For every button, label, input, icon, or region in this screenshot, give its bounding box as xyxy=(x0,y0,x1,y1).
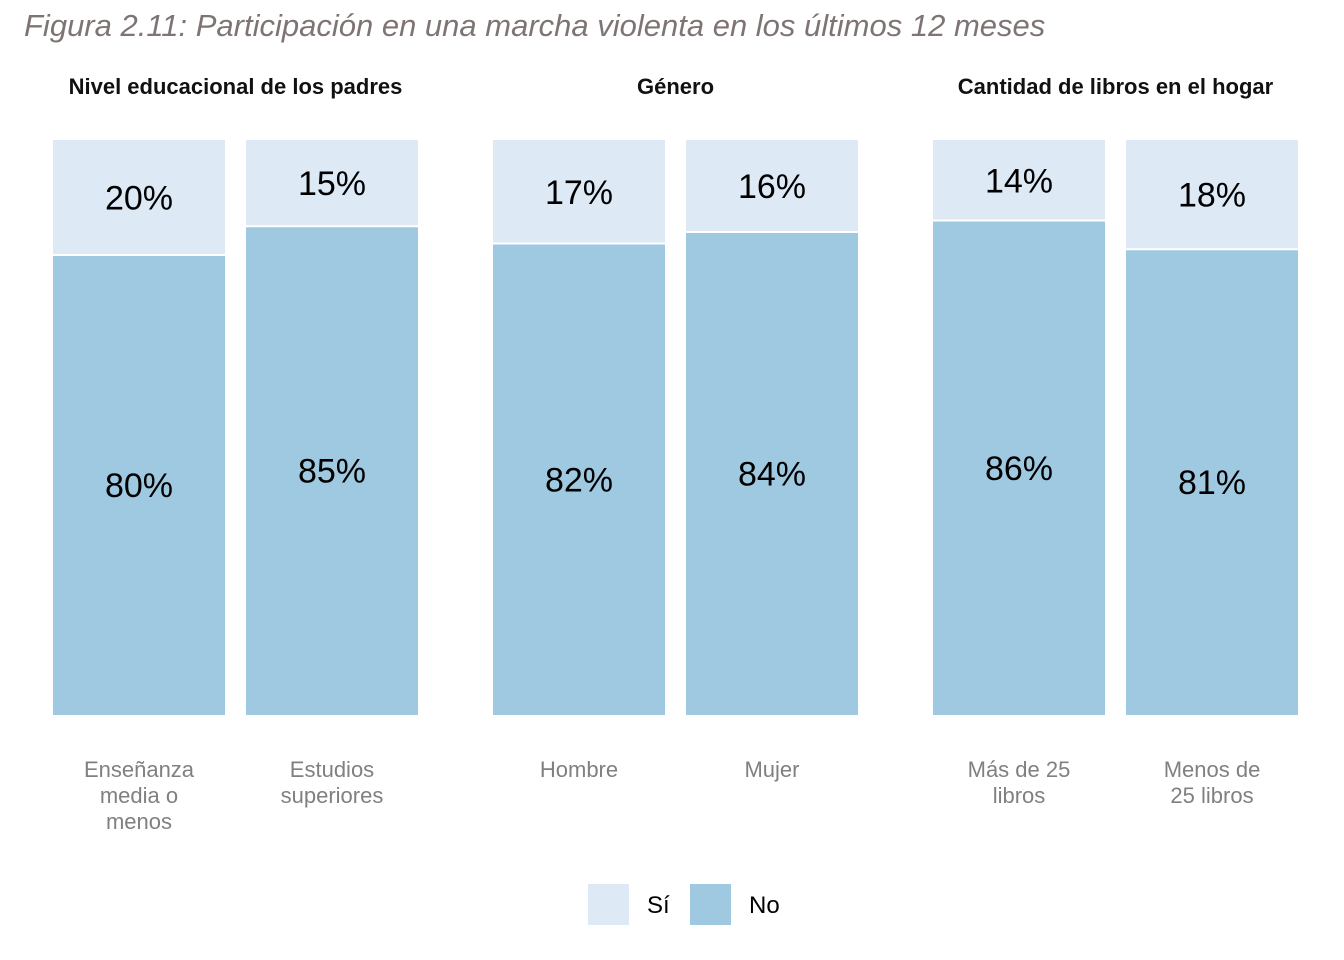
bar-si-estudios-superiores xyxy=(246,140,418,227)
data-label-no-mujer: 84% xyxy=(738,456,806,494)
bar-no-menos-de-25-libros xyxy=(1126,249,1298,715)
bar-no-m-s-de-25-libros xyxy=(933,220,1105,715)
category-label-ense-anza-media-o-menos: Enseñanza media o menos xyxy=(83,757,195,834)
data-label-no-ense-anza-media-o-menos: 80% xyxy=(105,467,173,505)
data-label-no-m-s-de-25-libros: 86% xyxy=(985,450,1053,488)
bar-no-mujer xyxy=(686,232,858,715)
data-label-si-ense-anza-media-o-menos: 20% xyxy=(105,180,173,218)
panel-title-educacion: Nivel educacional de los padres xyxy=(68,74,403,99)
bar-si-ense-anza-media-o-menos xyxy=(53,140,225,255)
data-label-si-hombre: 17% xyxy=(545,174,613,212)
category-label-estudios-superiores: Estudios superiores xyxy=(280,757,384,808)
legend-label-no: No xyxy=(749,892,780,919)
panel-title-libros: Cantidad de libros en el hogar xyxy=(957,74,1274,99)
category-label-hombre: Hombre xyxy=(539,757,619,782)
legend-swatch-no xyxy=(690,884,731,925)
bar-si-menos-de-25-libros xyxy=(1126,140,1298,250)
category-label-m-s-de-25-libros: Más de 25 libros xyxy=(967,757,1071,808)
legend-label-si: Sí xyxy=(647,892,670,919)
figure-title: Figura 2.11: Participación en una marcha… xyxy=(24,8,1046,43)
bar-no-hombre xyxy=(493,243,665,715)
legend-swatch-si xyxy=(588,884,629,925)
bar-no-ense-anza-media-o-menos xyxy=(53,255,225,715)
bar-si-hombre xyxy=(493,140,665,244)
data-label-si-menos-de-25-libros: 18% xyxy=(1178,177,1246,215)
bar-si-mujer xyxy=(686,140,858,232)
data-label-si-mujer: 16% xyxy=(738,168,806,206)
data-label-no-estudios-superiores: 85% xyxy=(298,453,366,491)
bar-si-m-s-de-25-libros xyxy=(933,140,1105,221)
data-label-si-m-s-de-25-libros: 14% xyxy=(985,162,1053,200)
panel-title-genero: Género xyxy=(636,74,715,99)
data-label-no-hombre: 82% xyxy=(545,461,613,499)
legend: Sí No xyxy=(588,884,798,925)
data-label-si-estudios-superiores: 15% xyxy=(298,165,366,203)
stacked-bar-chart: 20% 80% 15% 85% 17% 82% 16% 84% 14% 86% 18% 81% xyxy=(53,140,1298,715)
category-label-menos-de-25-libros: Menos de 25 libros xyxy=(1163,757,1261,808)
bar-no-estudios-superiores xyxy=(246,226,418,715)
category-label-mujer: Mujer xyxy=(744,757,800,782)
data-label-no-menos-de-25-libros: 81% xyxy=(1178,464,1246,502)
